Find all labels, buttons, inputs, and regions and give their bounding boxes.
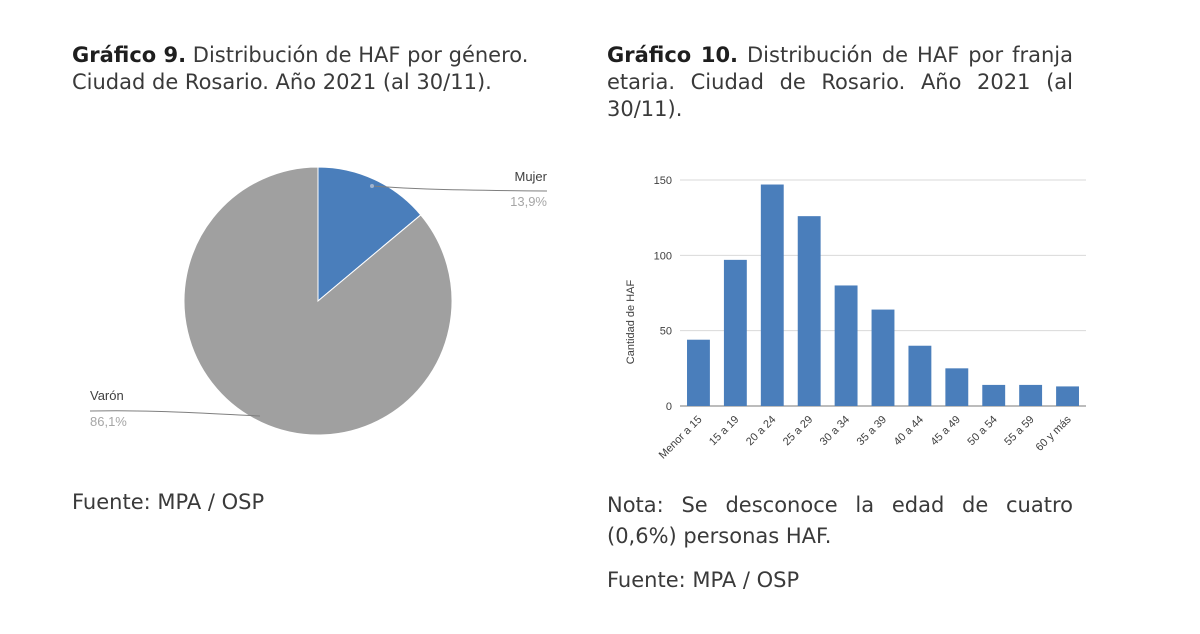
x-tick-label: 30 a 34	[818, 414, 852, 448]
chart9-caption-number: Gráfico 9.	[72, 43, 187, 67]
bar-55-a-59	[1019, 384, 1043, 406]
bar-35-a-39	[871, 309, 895, 406]
y-tick-label: 100	[654, 250, 672, 262]
y-axis-label: Cantidad de HAF	[625, 280, 637, 365]
pie-pct-varon: 86,1%	[90, 414, 127, 429]
y-tick-label: 150	[654, 175, 672, 187]
bar-40-a-44	[908, 345, 932, 406]
gender-pie-chart: Mujer 13,9% Varón 86,1%	[89, 166, 548, 436]
x-tick-label: 60 y más	[1034, 413, 1074, 453]
chart9-source: Fuente: MPA / OSP	[72, 490, 265, 514]
chart10-note: Nota: Se desconoce la edad de cuatro (0,…	[607, 493, 1073, 548]
varon-leader-line	[89, 410, 261, 417]
chart9-caption: Gráfico 9. Distribución de HAF por géner…	[72, 42, 592, 96]
x-tick-label: 40 a 44	[892, 414, 926, 448]
bar-20-a-24	[760, 184, 784, 406]
age-bar-chart: 0 50 100 150 Menor a 15 15 a 19 20 a 24 25 a 2…	[625, 175, 1086, 462]
mujer-leader-line	[371, 185, 548, 192]
x-tick-label: 55 a 59	[1002, 414, 1036, 448]
pie-label-varon: Varón	[90, 388, 124, 403]
x-tick-label: Menor a 15	[657, 414, 705, 462]
chart10-caption-number: Gráfico 10.	[607, 43, 739, 67]
bar-15-a-19	[723, 259, 747, 406]
bar-45-a-49	[945, 368, 969, 406]
bar-25-a-29	[797, 216, 821, 406]
y-tick-label: 50	[660, 326, 672, 338]
bar-30-a-34	[834, 285, 858, 406]
x-tick-label: 15 a 19	[707, 414, 741, 448]
bar-50-a-54	[982, 384, 1006, 406]
pie-pct-mujer: 13,9%	[510, 194, 547, 209]
x-tick-label: 35 a 39	[855, 414, 889, 448]
chart10-caption-text: Distribución de HAF por franja etaria. C…	[607, 43, 1073, 121]
x-tick-label: 20 a 24	[744, 414, 778, 448]
pie-slice-varon	[183, 166, 453, 436]
mujer-leader-dot	[370, 184, 374, 188]
pie-slice-mujer	[317, 166, 422, 303]
x-tick-label: 50 a 54	[965, 414, 999, 448]
x-tick-label: 25 a 29	[781, 414, 815, 448]
pie-label-mujer: Mujer	[514, 169, 547, 184]
chart10-source: Fuente: MPA / OSP	[607, 568, 800, 592]
x-tick-label: 45 a 49	[929, 414, 963, 448]
chart10-caption: Gráfico 10. Distribución de HAF por fran…	[607, 42, 1073, 123]
bar-menor-a-15	[687, 339, 710, 406]
chart9-caption-text: Distribución de HAF por género. Ciudad d…	[72, 43, 529, 94]
bar-60-y-mas	[1056, 386, 1079, 406]
y-tick-label: 0	[666, 401, 672, 413]
